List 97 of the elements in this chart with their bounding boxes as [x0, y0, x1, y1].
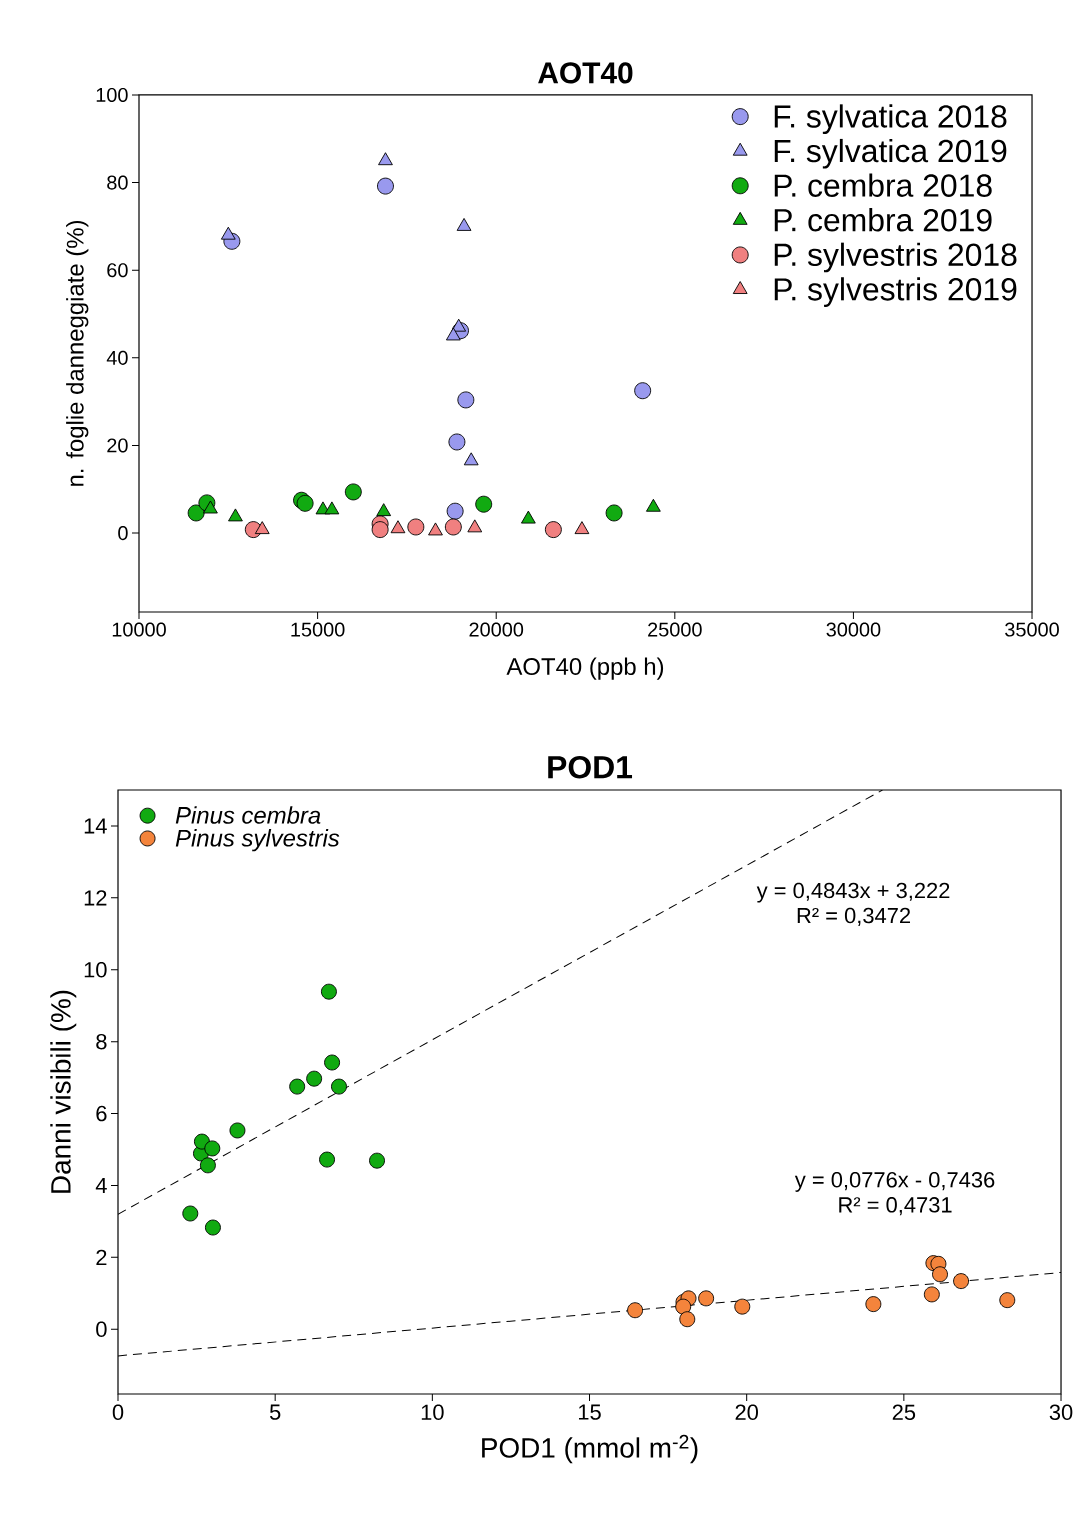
- point: [229, 1122, 246, 1139]
- point: [377, 177, 394, 195]
- point: [448, 433, 466, 451]
- x-tick-label: 25000: [648, 622, 702, 637]
- point: [605, 504, 623, 522]
- point: [182, 1205, 199, 1222]
- y-tick-label: 12: [84, 890, 107, 906]
- point: [932, 1266, 948, 1283]
- y-tick-label: 8: [96, 1033, 107, 1050]
- point: [378, 152, 393, 166]
- y-tick-label: 100: [96, 87, 128, 103]
- x-tick-label: 20000: [469, 622, 524, 637]
- x-tick-label: 5: [269, 1404, 281, 1420]
- point: [698, 1290, 715, 1307]
- point: [475, 495, 493, 513]
- y-axis-title: Danni visibili (%): [50, 990, 77, 1193]
- y-tick-label: 0: [118, 526, 128, 541]
- y-tick-label: 4: [95, 1177, 107, 1194]
- point: [456, 217, 472, 231]
- legend-label: P. sylvestris 2018: [774, 242, 1017, 273]
- x-tick-label: 35000: [1005, 622, 1059, 637]
- point: [204, 1219, 221, 1236]
- chart-title: POD1: [548, 755, 633, 779]
- point: [923, 1286, 940, 1303]
- legend-label: Pinus cembra: [175, 806, 321, 824]
- legend-label: P. cembra 2018: [774, 173, 992, 197]
- point: [390, 520, 406, 534]
- point: [445, 327, 461, 341]
- point: [324, 501, 340, 515]
- point: [574, 521, 590, 535]
- y-tick-label: 80: [107, 175, 128, 190]
- point: [199, 1157, 216, 1174]
- point: [544, 521, 562, 539]
- chart-title: AOT40: [538, 62, 633, 84]
- point: [376, 503, 392, 517]
- y-axis-title: n. foglie danneggiate (%): [66, 220, 89, 486]
- y-tick-label: 10: [84, 961, 107, 978]
- point: [220, 226, 236, 240]
- x-tick-label: 10000: [112, 622, 166, 637]
- point: [675, 1298, 692, 1315]
- y-tick-label: 14: [84, 818, 107, 834]
- point: [734, 1298, 751, 1315]
- point: [187, 504, 205, 522]
- y-tick-label: 6: [96, 1105, 107, 1122]
- y-tick-label: 60: [107, 263, 128, 278]
- x-axis-title: POD1 (mmol m$^{-2}$): [482, 1434, 698, 1464]
- x-tick-label: 25: [892, 1404, 916, 1421]
- point: [444, 518, 462, 536]
- point: [627, 1302, 644, 1319]
- point: [953, 1273, 970, 1290]
- point: [324, 1054, 341, 1071]
- point: [254, 521, 270, 535]
- y-tick-label: 20: [107, 438, 128, 453]
- point: [331, 1078, 347, 1095]
- point: [679, 1311, 696, 1328]
- point: [865, 1296, 882, 1313]
- point: [319, 1151, 335, 1168]
- y-tick-label: 40: [106, 350, 128, 365]
- point: [457, 391, 475, 409]
- legend-label: P. sylvestris 2019: [774, 277, 1017, 307]
- x-axis-title: AOT40 (ppb h): [506, 657, 664, 680]
- point: [446, 502, 464, 520]
- point: [296, 494, 314, 512]
- x-tick-label: 15000: [291, 622, 345, 637]
- x-tick-label: 30000: [826, 622, 881, 637]
- legend-label: F. sylvatica 2018: [774, 104, 1007, 135]
- point: [634, 382, 652, 400]
- x-tick-label: 15: [578, 1404, 601, 1420]
- point: [203, 500, 218, 514]
- point: [451, 318, 467, 332]
- point: [204, 1140, 221, 1157]
- point: [428, 522, 443, 536]
- x-tick-label: 10: [421, 1404, 444, 1421]
- point: [407, 518, 425, 536]
- x-tick-label: 20: [735, 1404, 759, 1421]
- x-tick-label: 30: [1049, 1404, 1073, 1421]
- y-tick-label: 0: [96, 1321, 107, 1338]
- point: [520, 510, 536, 524]
- point: [344, 483, 362, 501]
- point: [228, 508, 243, 522]
- legend-label: F. sylvatica 2019: [774, 138, 1007, 169]
- annotation: y = 0,4843x + 3,222: [756, 882, 950, 903]
- point: [371, 521, 389, 539]
- point: [463, 452, 479, 466]
- point: [320, 983, 337, 1000]
- annotation: y = 0,0776x - 0,7436: [794, 1172, 995, 1192]
- annotation: R² = 0,4731: [839, 1197, 952, 1216]
- point: [369, 1152, 385, 1169]
- point: [306, 1070, 323, 1087]
- annotation: R² = 0,3472: [797, 907, 910, 926]
- point: [999, 1292, 1016, 1309]
- point: [467, 519, 483, 533]
- legend-label: P. cembra 2019: [774, 208, 992, 232]
- legend-label: Pinus sylvestris: [175, 829, 340, 852]
- y-tick-label: 2: [96, 1249, 107, 1266]
- point: [646, 498, 661, 512]
- point: [289, 1078, 306, 1095]
